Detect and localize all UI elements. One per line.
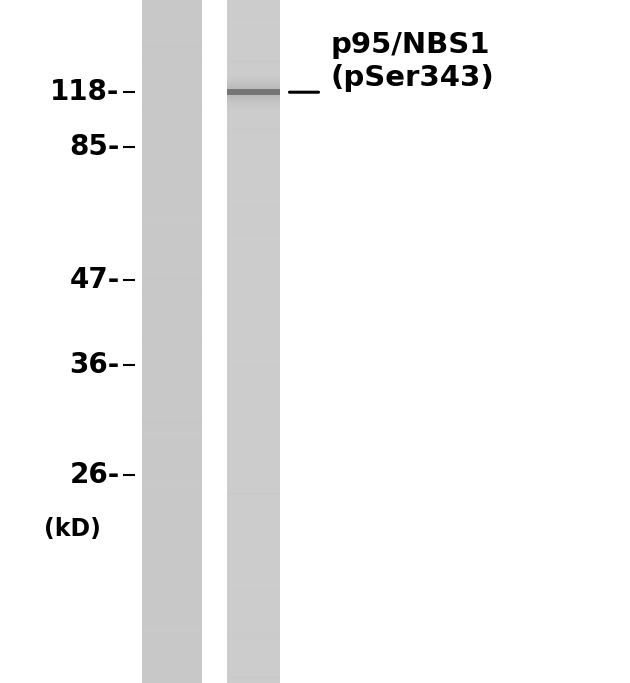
Bar xyxy=(227,0,280,683)
Bar xyxy=(227,76,280,108)
Bar xyxy=(227,79,280,106)
Bar xyxy=(227,85,280,99)
Text: 85-: 85- xyxy=(69,133,120,161)
Text: 118-: 118- xyxy=(50,79,120,106)
Bar xyxy=(227,83,280,101)
Bar xyxy=(227,74,280,110)
Bar xyxy=(142,0,202,683)
Text: p95/NBS1
(pSer343): p95/NBS1 (pSer343) xyxy=(331,31,495,92)
Text: 26-: 26- xyxy=(69,461,120,488)
Bar xyxy=(227,87,280,97)
Text: (kD): (kD) xyxy=(44,517,101,542)
Text: 36-: 36- xyxy=(69,352,120,379)
Bar xyxy=(227,89,280,95)
Bar xyxy=(227,89,280,95)
Text: 47-: 47- xyxy=(69,266,120,294)
Bar xyxy=(227,81,280,104)
